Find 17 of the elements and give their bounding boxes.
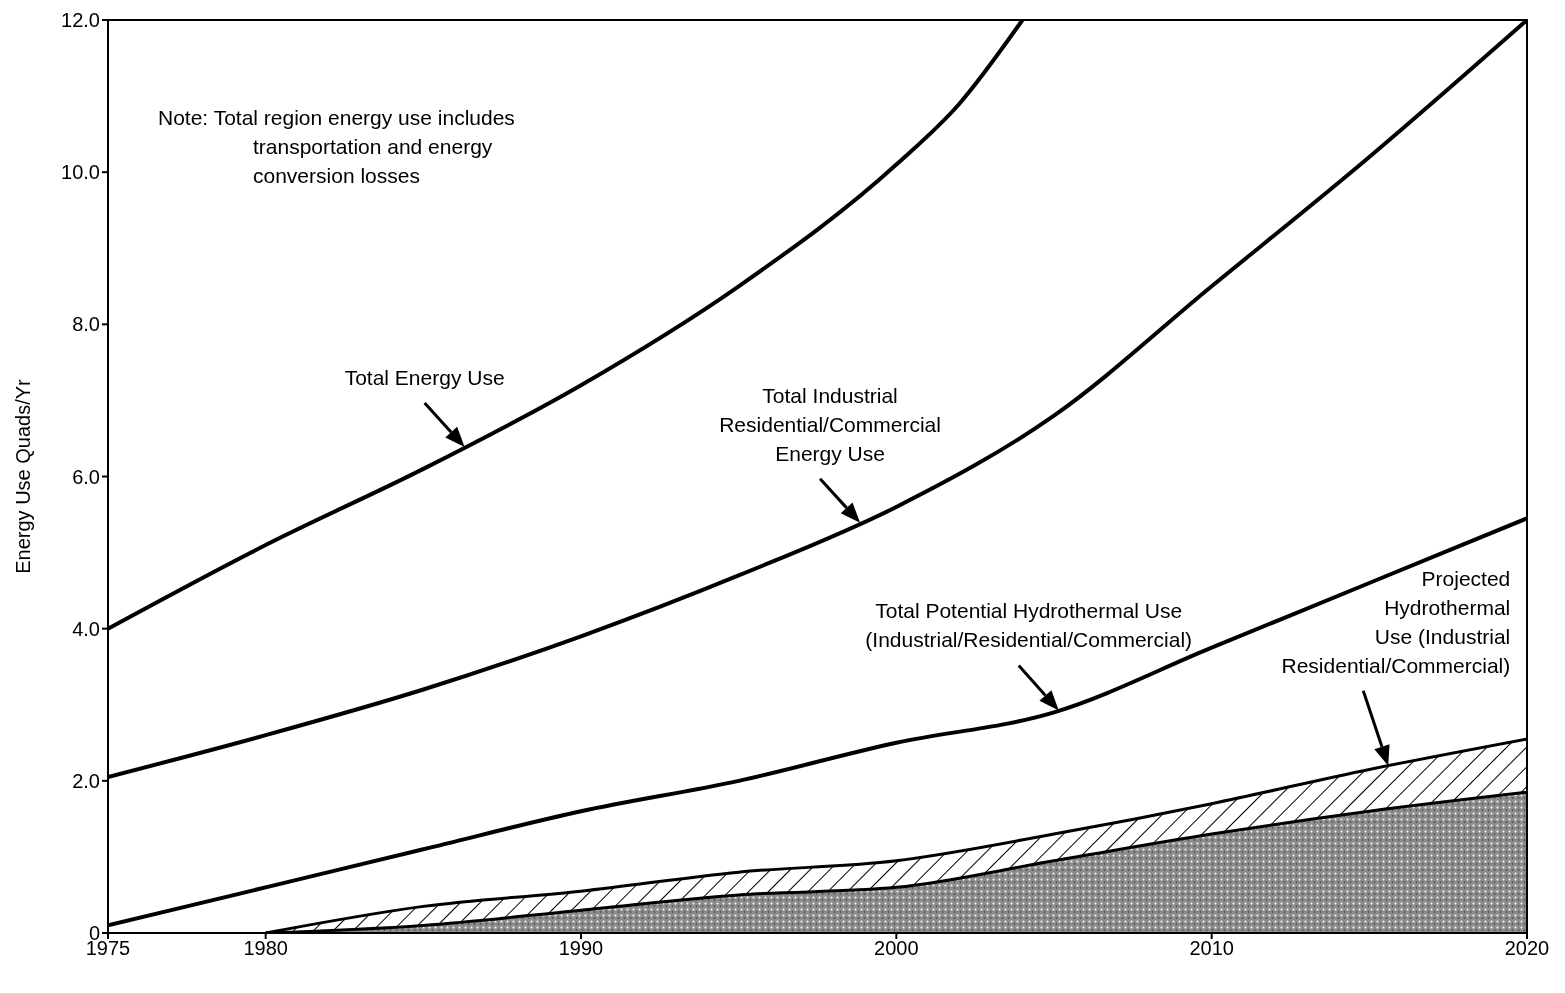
y-tick-label: 4.0 xyxy=(72,617,100,640)
x-tick-label: 2000 xyxy=(874,937,919,960)
x-tick-label: 1990 xyxy=(558,937,604,960)
y-tick-label: 10.0 xyxy=(61,161,100,184)
annotation: Note: Total region energy use includes transportation and energy conversion losses xyxy=(158,106,515,187)
x-tick-label: 2020 xyxy=(1504,937,1550,960)
series-label: Total Industrial Residential/Commercial Energy Use xyxy=(719,383,941,465)
y-tick-label: 12.0 xyxy=(61,9,100,32)
text: Projected Hydrothermal Use (Industrial Residential/Commercial) xyxy=(1281,566,1511,677)
y-axis-title: Energy Use Quads/Yr xyxy=(12,378,35,574)
x-tick-label: 2010 xyxy=(1189,937,1234,960)
series-label: Total Energy Use xyxy=(344,365,505,389)
x-tick-label: 1980 xyxy=(243,937,288,960)
y-tick-label: 2.0 xyxy=(72,769,100,792)
series-label: Total Potential Hydrothermal Use (Industrial/Residential/Commercial) xyxy=(865,599,1193,652)
y-tick-label: 8.0 xyxy=(72,313,100,336)
y-tick-label: 6.0 xyxy=(72,465,100,488)
